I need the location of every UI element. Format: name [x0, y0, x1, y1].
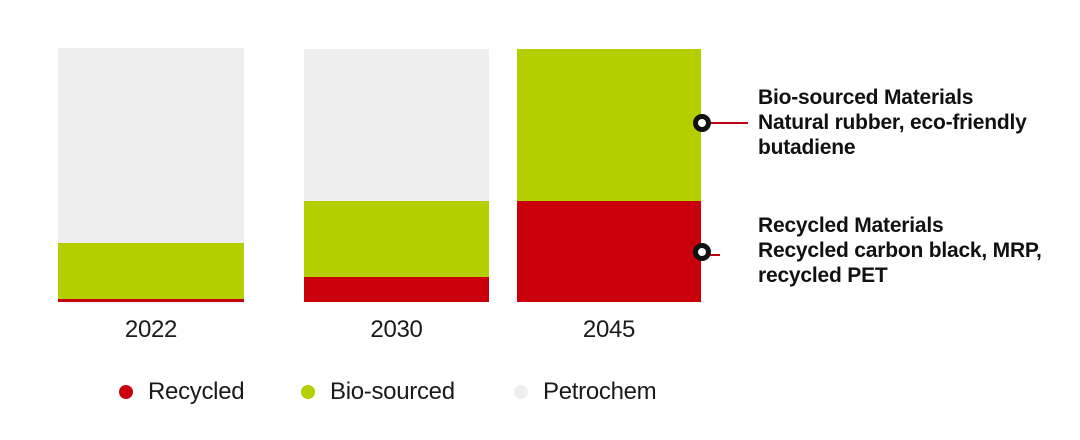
segment-petrochem-2022: [58, 48, 244, 243]
annotation-description: Natural rubber, eco-friendly butadiene: [758, 111, 1027, 159]
segment-recycled-2045: [517, 201, 701, 302]
bar-2030: [304, 49, 489, 302]
annotation-title: Recycled Materials: [758, 214, 944, 237]
category-label-2045: 2045: [582, 316, 636, 343]
category-label-2022: 2022: [124, 316, 178, 343]
bar-2045: [517, 49, 701, 302]
legend-item-recycled: Recycled: [119, 378, 245, 406]
legend-label: Bio-sourced: [330, 378, 455, 405]
legend-item-petrochem: Petrochem: [514, 378, 657, 406]
legend: Recycled Bio-sourced Petrochem: [0, 378, 1080, 406]
annotation-bio-sourced: Bio-sourced Materials Natural rubber, ec…: [758, 85, 1070, 160]
annotation-description: Recycled carbon black, MRP, recycled PET: [758, 239, 1042, 287]
leader-line-bio-sourced: [709, 122, 748, 124]
legend-swatch-recycled-icon: [119, 385, 133, 399]
circle-marker-recycled-icon: [693, 243, 711, 261]
category-label-2030: 2030: [370, 316, 423, 343]
circle-marker-bio-sourced-icon: [693, 114, 711, 132]
segment-recycled-2030: [304, 277, 489, 302]
legend-label: Petrochem: [543, 378, 657, 405]
segment-petrochem-2030: [304, 49, 489, 201]
annotation-recycled: Recycled Materials Recycled carbon black…: [758, 213, 1070, 288]
bar-2022: [58, 48, 244, 302]
annotation-title: Bio-sourced Materials: [758, 86, 974, 109]
legend-label: Recycled: [148, 378, 245, 405]
legend-item-bio-sourced: Bio-sourced: [301, 378, 455, 406]
legend-swatch-bio-sourced-icon: [301, 385, 315, 399]
segment-bio-sourced-2030: [304, 201, 489, 277]
segment-bio-sourced-2022: [58, 243, 244, 299]
segment-recycled-2022: [58, 299, 244, 302]
segment-bio-sourced-2045: [517, 49, 701, 201]
legend-swatch-petrochem-icon: [514, 385, 528, 399]
